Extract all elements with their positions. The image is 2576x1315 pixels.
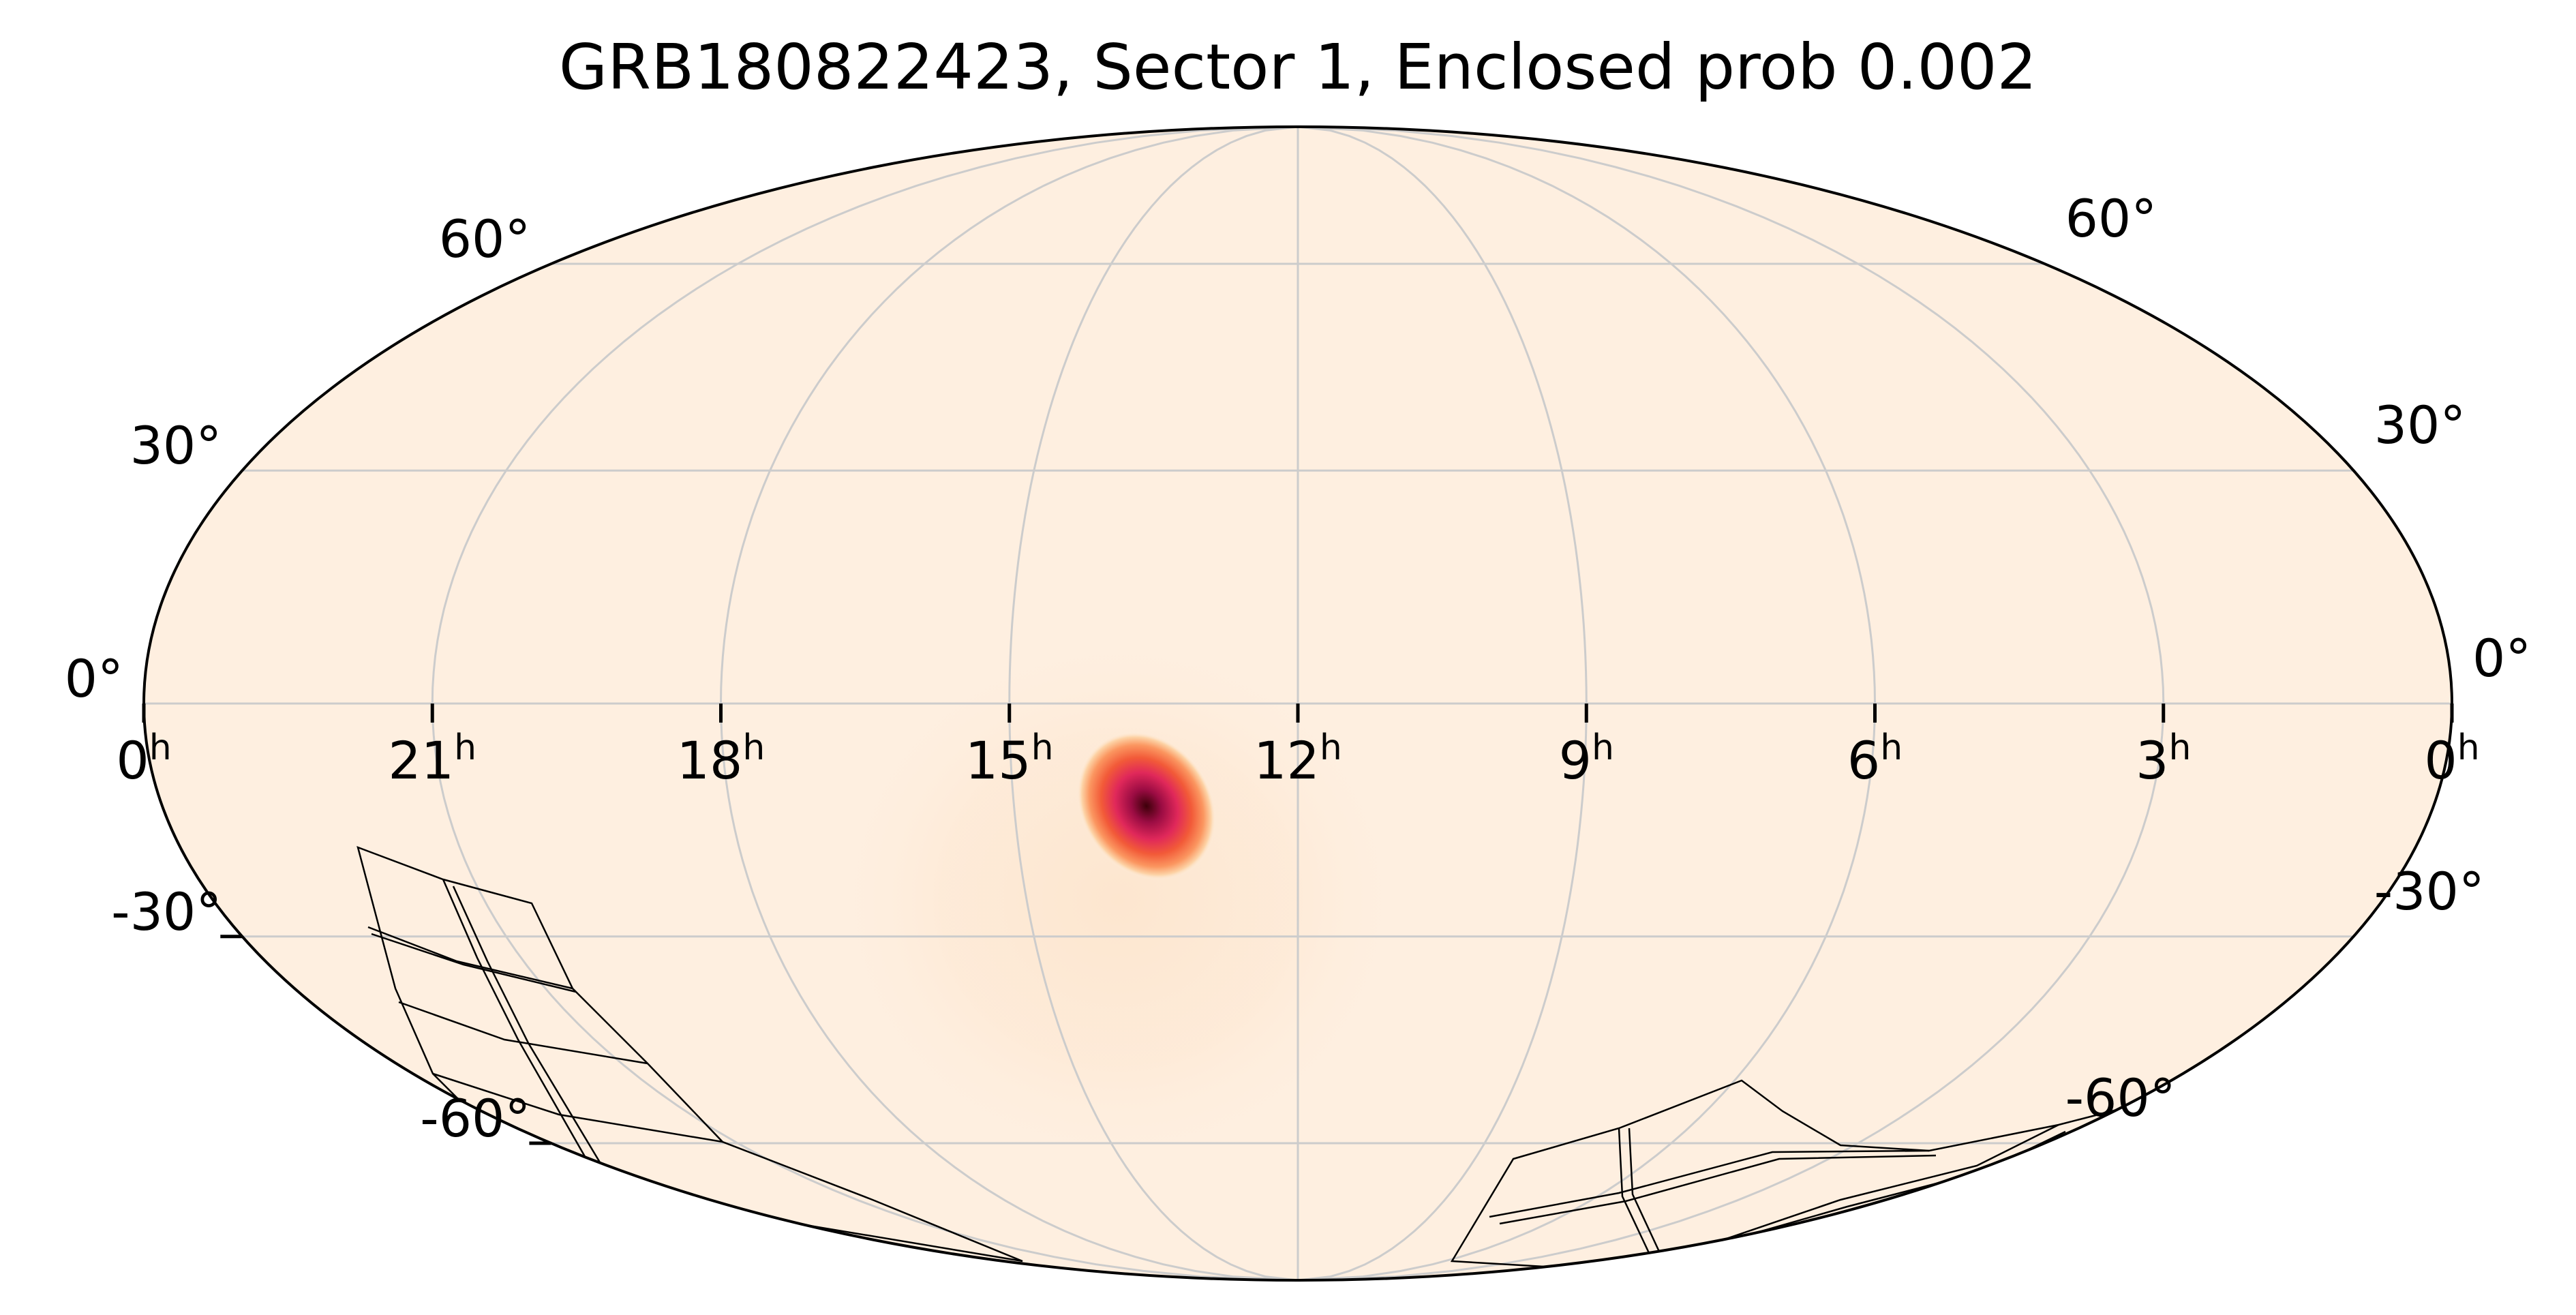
ra-label: 18h [677,727,766,791]
dec-label-left: 30° [130,415,222,476]
dec-label-left: -30° [111,881,222,942]
probability-haze [825,627,1411,1173]
ra-label-unit: h [1031,727,1054,768]
sector-ccd-outline [357,845,1023,1263]
dec-label-right: -60° [2065,1068,2176,1128]
ra-label-value: 9 [1559,730,1592,791]
sector-ccd-outline [432,1072,723,1143]
axis-ticks [142,704,2454,1145]
sector-ccd-outline [452,886,601,1163]
ra-label-unit: h [1320,727,1342,768]
dec-label-right: 60° [2065,188,2157,249]
ra-label: 21h [388,727,476,791]
ra-label-unit: h [1592,727,1614,768]
ra-label-unit: h [454,727,476,768]
ra-label-unit: h [742,727,765,768]
sector-ccd-outline [1499,1154,1937,1225]
ra-label: 0h [116,727,171,791]
dec-label-right: -30° [2374,861,2485,922]
sector-ccd-outline [1690,1123,2059,1252]
sector-ccd-outline [367,926,573,990]
ra-axis-labels: 0h 21h 18h 15h 12h 9h 6h 3h 0h [116,727,2479,791]
ra-label-value: 6 [1847,730,1880,791]
ra-label: 0h [2424,727,2479,791]
sector-ccd-outline [1489,1149,1930,1218]
dec-label-left: 0° [65,648,123,709]
dec-label-left: 60° [439,209,531,269]
sector-ccd-outline [1628,1128,1661,1254]
probability-peak [1076,731,1216,881]
ra-label: 12h [1254,727,1342,791]
ra-label-value: 15 [965,730,1031,791]
ra-label-value: 0 [2424,730,2457,791]
ra-label: 6h [1847,727,1903,791]
ra-label-unit: h [2168,727,2191,768]
map-title: GRB180822423, Sector 1, Enclosed prob 0.… [559,31,2037,104]
ra-label-value: 12 [1254,730,1320,791]
ra-label-value: 0 [116,730,149,791]
ra-label-unit: h [1880,727,1903,768]
sector-ccd-outline [398,1001,648,1065]
dec-label-right: 30° [2374,395,2466,455]
ra-label-value: 18 [677,730,743,791]
dec-label-left: -60° [420,1088,530,1149]
ra-label-unit: h [2457,727,2480,768]
dec-label-right: 0° [2472,628,2531,689]
sector-ccd-outline [1618,1128,1651,1255]
ra-label-unit: h [149,727,172,768]
dec-axis-labels: 60° 60° 30° 30° 0° 0° -30° -30° -60° -60° [65,188,2532,1149]
ra-label: 3h [2136,727,2191,791]
sector-ccd-outline [371,933,577,993]
ra-label: 9h [1559,727,1614,791]
ra-label-value: 3 [2136,730,2168,791]
ra-label-value: 21 [388,730,454,791]
sector-ccd-outline [442,879,588,1160]
ra-label: 15h [965,727,1054,791]
